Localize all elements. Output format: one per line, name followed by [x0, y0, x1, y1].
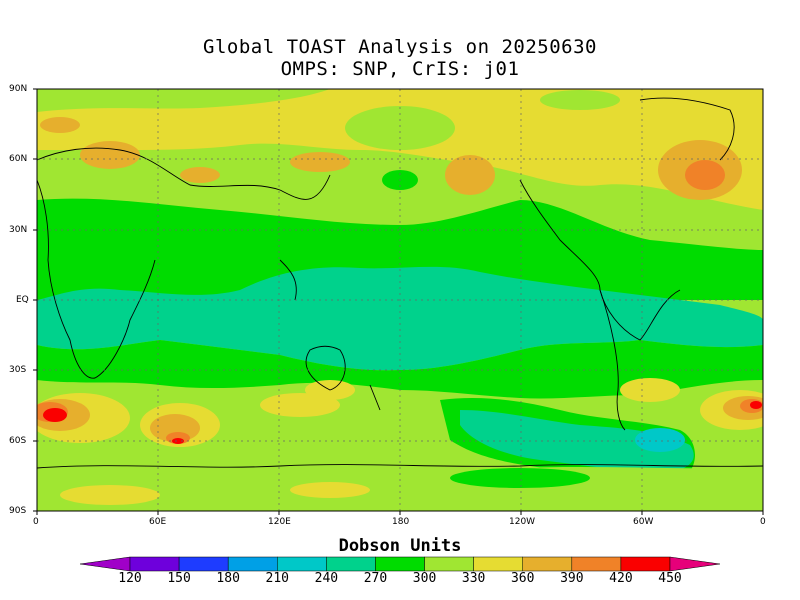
colorbar-label: 450 [658, 571, 682, 586]
grid [37, 89, 763, 511]
ozone-field [37, 89, 763, 511]
y-tick-label: 60S [9, 436, 27, 446]
colorbar-high-arrow [669, 556, 721, 572]
colorbar-label: 360 [510, 571, 535, 586]
colorbar-bin [473, 556, 523, 572]
coastlines [37, 97, 763, 469]
colorbar-bin [326, 556, 376, 572]
colorbar-bin [620, 556, 671, 572]
colorbar-low-arrow [79, 556, 131, 572]
colorbar-bin [424, 556, 474, 572]
colorbar-label: 210 [265, 571, 290, 586]
colorbar-label: 120 [118, 571, 142, 586]
colorbar-label: 330 [461, 571, 486, 586]
colorbar-bin [227, 556, 278, 572]
y-tick-label: EQ [16, 295, 29, 305]
axis-ticks [33, 88, 764, 515]
x-tick-label: 120E [268, 517, 291, 527]
colorbar-bin [129, 556, 180, 572]
colorbar-label: 420 [609, 571, 633, 586]
x-tick-label: 60E [149, 517, 167, 527]
x-tick-label: 0 [760, 517, 766, 527]
colorbar-label: 390 [560, 571, 584, 586]
x-tick-label: 0 [33, 517, 39, 527]
colorbar-title: Dobson Units [338, 536, 462, 556]
x-tick-label: 60W [633, 517, 654, 527]
y-tick-label: 30S [9, 365, 27, 375]
colorbar-label: 270 [363, 571, 388, 586]
y-tick-label: 90N [9, 84, 28, 94]
y-tick-label: 90S [9, 506, 27, 516]
colorbar-bin [277, 556, 327, 572]
colorbar [79, 556, 721, 572]
colorbar-label: 150 [167, 571, 191, 586]
colorbar-bin [522, 556, 573, 572]
map-subtitle: OMPS: SNP, CrIS: j01 [280, 58, 520, 80]
colorbar-label: 300 [412, 571, 437, 586]
colorbar-label: 180 [216, 571, 240, 586]
y-tick-label: 30N [9, 225, 28, 235]
map-title: Global TOAST Analysis on 20250630 [203, 36, 597, 58]
x-tick-label: 120W [509, 517, 536, 527]
y-tick-label: 60N [9, 154, 28, 164]
colorbar-label: 240 [314, 571, 339, 586]
colorbar-bin [571, 556, 622, 572]
colorbar-bin [178, 556, 229, 572]
colorbar-bin [375, 556, 425, 572]
x-tick-label: 180 [392, 517, 410, 527]
